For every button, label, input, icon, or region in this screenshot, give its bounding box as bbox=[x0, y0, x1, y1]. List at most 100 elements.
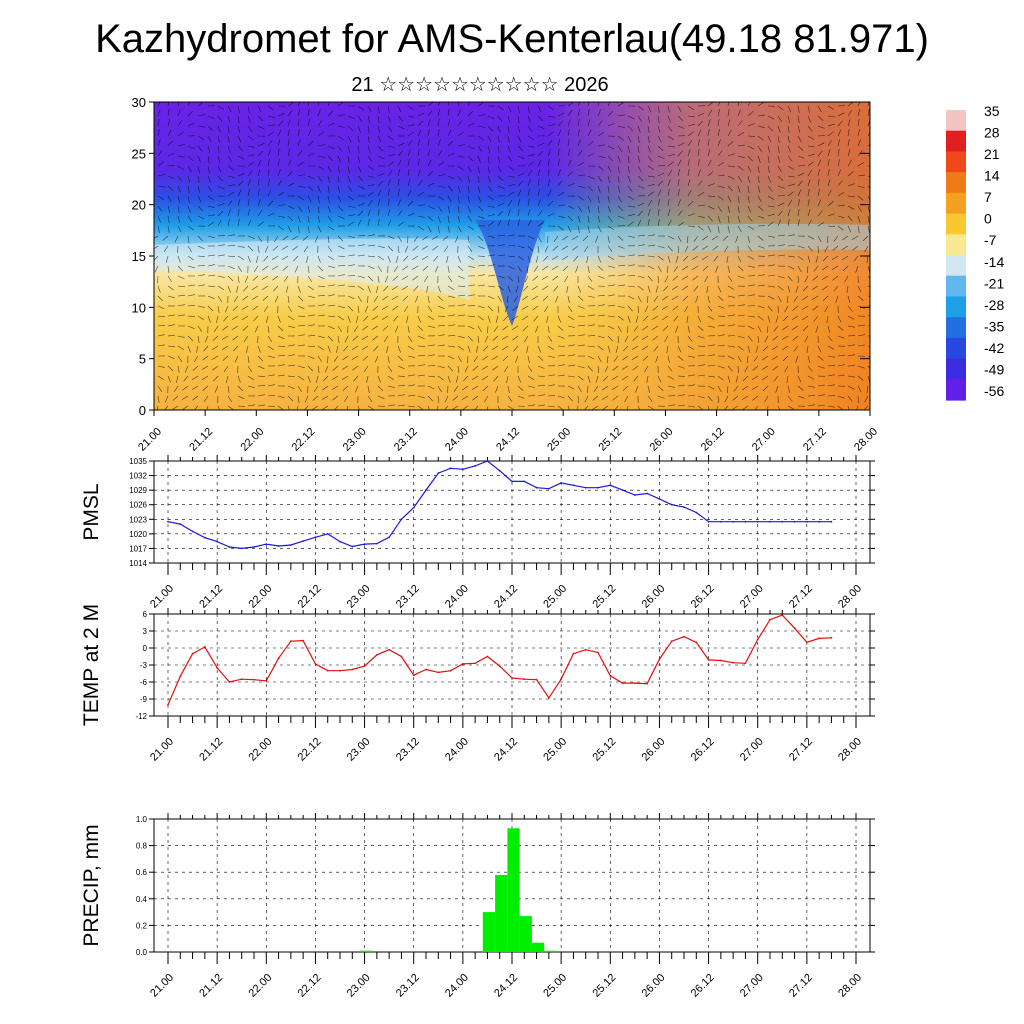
wind-barb bbox=[497, 305, 500, 313]
colorbar-label: -21 bbox=[984, 275, 1004, 291]
wind-barb bbox=[247, 355, 250, 363]
wind-barb bbox=[502, 355, 509, 362]
wind-barb bbox=[551, 265, 559, 270]
y-tick-label: 3 bbox=[143, 627, 148, 636]
cool-band-east bbox=[545, 223, 870, 260]
wind-barb bbox=[192, 365, 199, 371]
wind-barb bbox=[477, 155, 481, 163]
wind-barb bbox=[277, 345, 286, 347]
wind-barb bbox=[757, 335, 759, 344]
wind-barb bbox=[197, 114, 205, 117]
wind-barb bbox=[491, 345, 499, 351]
wind-barb bbox=[411, 255, 419, 261]
wind-barb bbox=[207, 285, 216, 287]
wind-barb bbox=[577, 195, 584, 201]
wind-barb bbox=[266, 315, 269, 323]
wind-barb bbox=[557, 129, 562, 137]
wind-barb bbox=[717, 324, 725, 327]
wind-barb bbox=[827, 325, 831, 333]
wind-barb bbox=[702, 255, 709, 261]
wind-barb bbox=[522, 315, 529, 321]
wind-barb bbox=[677, 210, 683, 217]
wind-barb bbox=[217, 275, 225, 278]
wind-barb bbox=[647, 145, 651, 153]
wind-barb bbox=[237, 180, 244, 187]
wind-barb bbox=[853, 255, 859, 262]
wind-barb bbox=[637, 285, 644, 291]
wind-barb bbox=[507, 115, 511, 123]
wind-barb bbox=[407, 159, 410, 167]
x-tick-label: 22.00 bbox=[238, 426, 266, 454]
wind-barb bbox=[682, 285, 689, 291]
wind-barb bbox=[457, 165, 464, 171]
wind-barb bbox=[177, 355, 183, 362]
wind-barb bbox=[527, 125, 533, 132]
y-tick-label: 1020 bbox=[129, 530, 147, 539]
wind-barb bbox=[177, 314, 185, 317]
wind-barb bbox=[737, 225, 742, 233]
wind-barb bbox=[442, 235, 449, 241]
wind-barb bbox=[647, 175, 655, 178]
wind-barb bbox=[577, 375, 584, 381]
wind-barb bbox=[243, 285, 249, 292]
wind-barb bbox=[475, 345, 479, 353]
wind-barb bbox=[237, 199, 241, 207]
wind-barb bbox=[747, 225, 755, 230]
wind-barb bbox=[517, 189, 522, 197]
wind-barb bbox=[624, 335, 629, 343]
wind-barb bbox=[347, 254, 355, 257]
wind-barb bbox=[675, 255, 679, 263]
wind-barb bbox=[352, 335, 359, 341]
wind-barb bbox=[627, 185, 633, 192]
wind-barb bbox=[582, 235, 589, 242]
wind-barb bbox=[157, 305, 165, 310]
wind-barb bbox=[481, 365, 489, 370]
wind-barb bbox=[847, 375, 855, 378]
wind-barb bbox=[187, 225, 194, 231]
wind-barb bbox=[583, 405, 589, 410]
wind-barb bbox=[757, 315, 764, 321]
wind-barb bbox=[784, 365, 789, 373]
wind-barb bbox=[537, 199, 541, 207]
wind-barb bbox=[781, 335, 789, 340]
wind-barb bbox=[447, 345, 455, 348]
x-tick-label: 21.00 bbox=[148, 736, 176, 764]
pmsl-point bbox=[376, 542, 378, 545]
wind-barb bbox=[287, 225, 292, 233]
wind-barb bbox=[562, 265, 569, 272]
wind-barb bbox=[822, 285, 829, 291]
wind-barb bbox=[267, 105, 274, 111]
wind-barb bbox=[462, 375, 469, 382]
pmsl-point bbox=[400, 518, 403, 521]
wind-barb bbox=[477, 165, 480, 173]
wind-barb bbox=[307, 140, 314, 147]
wind-barb bbox=[847, 385, 855, 390]
wind-barb bbox=[797, 199, 800, 207]
wind-barb bbox=[464, 365, 469, 373]
wind-barb bbox=[347, 165, 350, 173]
temp-point bbox=[339, 669, 341, 672]
wind-barb bbox=[697, 112, 705, 117]
wind-barb bbox=[207, 145, 211, 153]
wind-barb bbox=[367, 265, 375, 270]
wind-barb bbox=[241, 315, 249, 321]
wind-barb bbox=[307, 365, 314, 372]
wind-barb bbox=[827, 115, 835, 118]
wind-barb bbox=[297, 334, 305, 337]
wind-barb bbox=[827, 225, 836, 227]
wind-barb bbox=[855, 265, 859, 273]
wind-barb bbox=[387, 385, 395, 388]
wind-barb bbox=[577, 109, 581, 117]
wind-barb bbox=[397, 345, 401, 353]
wind-barb bbox=[592, 395, 599, 401]
wind-barb bbox=[257, 394, 265, 397]
wind-barb bbox=[811, 295, 819, 300]
wind-barb bbox=[557, 325, 564, 331]
wind-barb bbox=[367, 135, 370, 143]
wind-barb bbox=[247, 375, 254, 381]
wind-barb bbox=[351, 355, 359, 360]
wind-barb bbox=[387, 209, 391, 217]
wind-barb bbox=[542, 295, 549, 302]
wind-barb bbox=[287, 205, 295, 209]
wind-barb bbox=[487, 195, 494, 201]
